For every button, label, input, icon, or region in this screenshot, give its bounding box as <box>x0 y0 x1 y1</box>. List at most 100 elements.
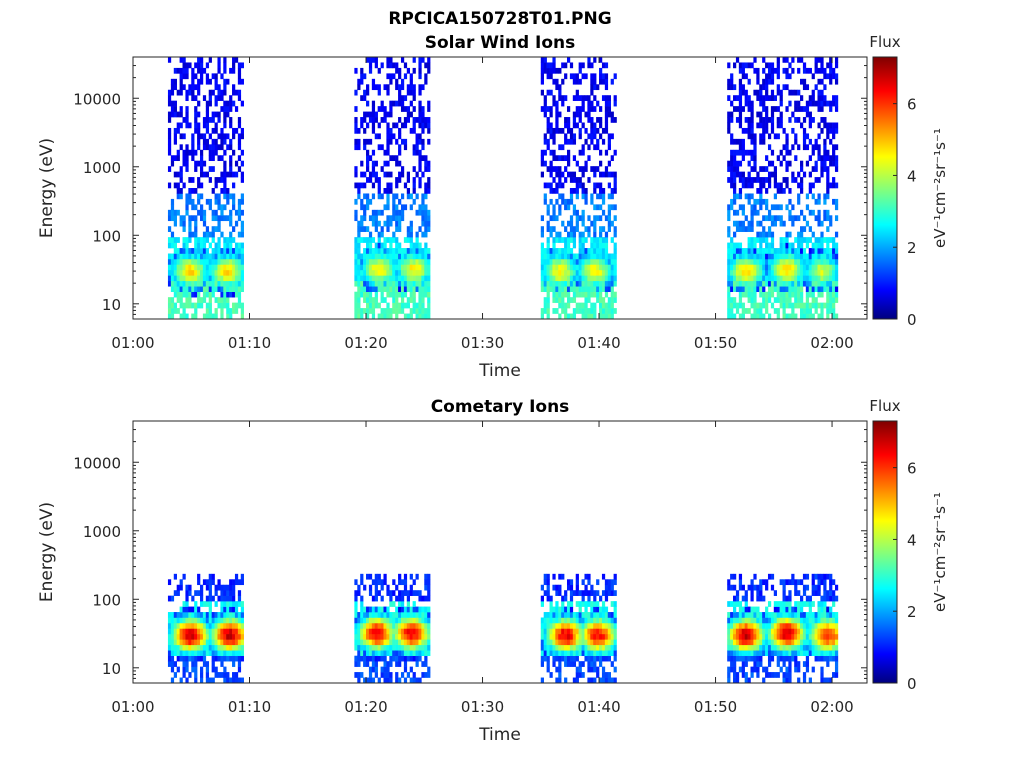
spectrogram-cell <box>756 639 760 646</box>
spectrogram-cell <box>561 280 565 287</box>
spectrogram-cell <box>566 155 571 162</box>
spectrogram-cell <box>826 237 830 243</box>
colorbar-label: eV⁻¹cm⁻²sr⁻¹s⁻¹ <box>931 128 949 248</box>
spectrogram-cell <box>820 644 824 651</box>
spectrogram-cell <box>549 166 553 172</box>
spectrogram-cell <box>805 264 810 271</box>
spectrogram-cell <box>386 264 390 271</box>
spectrogram-cell <box>179 297 183 303</box>
spectrogram-cell <box>578 166 582 172</box>
spectrogram-cell <box>581 237 585 243</box>
spectrogram-cell <box>779 650 783 657</box>
spectrogram-cell <box>817 220 821 227</box>
spectrogram-cell <box>811 144 815 151</box>
spectrogram-cell <box>744 291 748 298</box>
spectrogram-cell <box>765 639 769 646</box>
spectrogram-cell <box>564 622 568 629</box>
spectrogram-cell <box>767 297 772 303</box>
spectrogram-cell <box>211 111 215 118</box>
spectrogram-cell <box>759 248 763 254</box>
spectrogram-cell <box>587 633 591 640</box>
spectrogram-cell <box>587 275 591 282</box>
spectrogram-cell <box>802 248 807 254</box>
spectrogram-cell <box>185 248 189 254</box>
spectrogram-cell <box>741 73 745 80</box>
spectrogram-cell <box>727 639 731 646</box>
spectrogram-cell <box>170 231 175 238</box>
spectrogram-cell <box>558 264 562 271</box>
spectrogram-cell <box>759 258 763 265</box>
spectrogram-cell <box>211 579 215 586</box>
spectrogram-cell <box>575 193 579 200</box>
spectrogram-cell <box>759 89 763 96</box>
spectrogram-cell <box>421 617 425 624</box>
spectrogram-cell <box>834 280 839 287</box>
spectrogram-cell <box>558 111 562 118</box>
spectrogram-cell <box>599 655 603 662</box>
spectrogram-cell <box>540 584 544 591</box>
spectrogram-cell <box>226 280 230 287</box>
spectrogram-cell <box>415 622 419 629</box>
spectrogram-cell <box>575 650 579 657</box>
spectrogram-cell <box>581 182 585 189</box>
spectrogram-cell <box>377 182 381 189</box>
spectrogram-cell <box>392 286 396 293</box>
spectrogram-cell <box>782 633 786 640</box>
spectrogram-cell <box>194 160 198 167</box>
spectrogram-cell <box>572 617 577 624</box>
spectrogram-cell <box>170 89 175 96</box>
spectrogram-cell <box>360 644 364 651</box>
spectrogram-cell <box>176 628 180 635</box>
spectrogram-cell <box>744 606 748 613</box>
spectrogram-cell <box>546 308 550 314</box>
spectrogram-cell <box>424 231 428 238</box>
spectrogram-cell <box>805 601 810 607</box>
spectrogram-cell <box>400 628 405 635</box>
spectrogram-cell <box>735 269 740 276</box>
spectrogram-cell <box>427 226 431 232</box>
spectrogram-cell <box>395 313 399 320</box>
spectrogram-cell <box>188 248 192 254</box>
spectrogram-cell <box>590 644 594 651</box>
spectrogram-cell <box>170 258 175 265</box>
spectrogram-cell <box>173 633 177 640</box>
spectrogram-cell <box>555 155 559 162</box>
spectrogram-cell <box>368 155 373 162</box>
spectrogram-cell <box>735 677 740 684</box>
spectrogram-cell <box>220 308 224 314</box>
spectrogram-cell <box>558 269 562 276</box>
spectrogram-cell <box>584 73 588 80</box>
spectrogram-cell <box>188 275 192 282</box>
spectrogram-cell <box>575 286 579 293</box>
spectrogram-cell <box>199 248 204 254</box>
spectrogram-cell <box>747 269 751 276</box>
spectrogram-cell <box>802 67 807 74</box>
spectrogram-cell <box>354 166 358 172</box>
spectrogram-cell <box>805 160 810 167</box>
spectrogram-cell <box>220 138 224 145</box>
spectrogram-cell <box>834 166 839 172</box>
spectrogram-cell <box>398 622 402 629</box>
spectrogram-cell <box>540 78 544 85</box>
spectrogram-cell <box>185 622 189 629</box>
spectrogram-cell <box>371 650 376 657</box>
spectrogram-cell <box>555 127 559 134</box>
spectrogram-cell <box>229 248 233 254</box>
spectrogram-cell <box>211 275 215 282</box>
spectrogram-cell <box>779 89 783 96</box>
spectrogram-cell <box>808 188 812 194</box>
spectrogram-cell <box>363 622 367 629</box>
spectrogram-cell <box>564 253 568 260</box>
spectrogram-cell <box>558 584 562 591</box>
spectrogram-cell <box>566 242 571 249</box>
spectrogram-cell <box>794 215 798 222</box>
spectrogram-cell <box>360 628 364 635</box>
spectrogram-cell <box>546 579 550 586</box>
spectrogram-cell <box>179 193 183 200</box>
spectrogram-cell <box>371 237 376 243</box>
spectrogram-cell <box>578 650 582 657</box>
spectrogram-cell <box>357 584 361 591</box>
spectrogram-cell <box>403 248 408 254</box>
spectrogram-cell <box>753 160 757 167</box>
spectrogram-cell <box>368 302 373 309</box>
